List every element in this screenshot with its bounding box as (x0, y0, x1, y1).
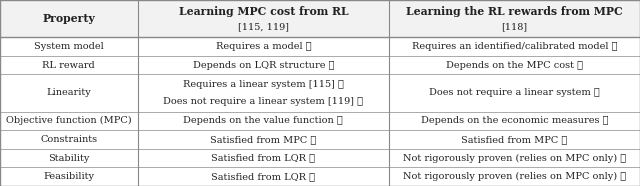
Bar (0, 0, 138, 37)
Text: Depends on LQR structure ✘: Depends on LQR structure ✘ (193, 61, 334, 70)
Text: Property: Property (42, 13, 95, 24)
Bar (138, 130, 389, 149)
Text: Does not require a linear system [119] ✔: Does not require a linear system [119] ✔ (163, 97, 364, 106)
Bar (0, 112, 138, 130)
Bar (138, 167, 389, 186)
Text: RL reward: RL reward (42, 61, 95, 70)
Bar (138, 149, 389, 167)
Bar (389, 37, 640, 56)
Bar (389, 0, 640, 37)
Text: Requires a linear system [115] ✘: Requires a linear system [115] ✘ (183, 80, 344, 89)
Text: Not rigorously proven (relies on MPC only) ✘: Not rigorously proven (relies on MPC onl… (403, 153, 626, 163)
Bar (389, 112, 640, 130)
Text: [118]: [118] (502, 22, 527, 31)
Bar (138, 56, 389, 74)
Bar (0, 149, 138, 167)
Text: Linearity: Linearity (47, 89, 91, 97)
Text: Depends on the economic measures ✔: Depends on the economic measures ✔ (421, 116, 608, 125)
Bar (389, 74, 640, 112)
Text: Satisfied from MPC ✔: Satisfied from MPC ✔ (461, 135, 568, 144)
Bar (138, 0, 389, 37)
Bar (389, 130, 640, 149)
Text: System model: System model (34, 42, 104, 51)
Text: Satisfied from LQR ✔: Satisfied from LQR ✔ (211, 172, 316, 181)
Text: Learning MPC cost from RL: Learning MPC cost from RL (179, 6, 348, 17)
Text: Constraints: Constraints (40, 135, 97, 144)
Text: Learning the RL rewards from MPC: Learning the RL rewards from MPC (406, 6, 623, 17)
Text: Objective function (MPC): Objective function (MPC) (6, 116, 132, 126)
Text: Requires an identified/calibrated model ✔: Requires an identified/calibrated model … (412, 42, 618, 51)
Bar (0, 56, 138, 74)
Bar (0, 74, 138, 112)
Text: Satisfied from LQR ✔: Satisfied from LQR ✔ (211, 154, 316, 163)
Bar (389, 56, 640, 74)
Bar (138, 74, 389, 112)
Text: Satisfied from MPC ✔: Satisfied from MPC ✔ (210, 135, 317, 144)
Bar (389, 167, 640, 186)
Bar (0, 167, 138, 186)
Text: [115, 119]: [115, 119] (238, 22, 289, 31)
Bar (138, 37, 389, 56)
Bar (389, 149, 640, 167)
Text: Stability: Stability (48, 154, 90, 163)
Text: Depends on the value function ✘: Depends on the value function ✘ (184, 116, 343, 125)
Text: Does not require a linear system ✔: Does not require a linear system ✔ (429, 89, 600, 97)
Bar (0, 130, 138, 149)
Bar (138, 112, 389, 130)
Text: Feasibility: Feasibility (44, 172, 94, 181)
Bar (0, 37, 138, 56)
Text: Depends on the MPC cost ✔: Depends on the MPC cost ✔ (446, 61, 583, 70)
Text: Requires a model ✘: Requires a model ✘ (216, 42, 311, 51)
Text: Not rigorously proven (relies on MPC only) ✘: Not rigorously proven (relies on MPC onl… (403, 172, 626, 181)
